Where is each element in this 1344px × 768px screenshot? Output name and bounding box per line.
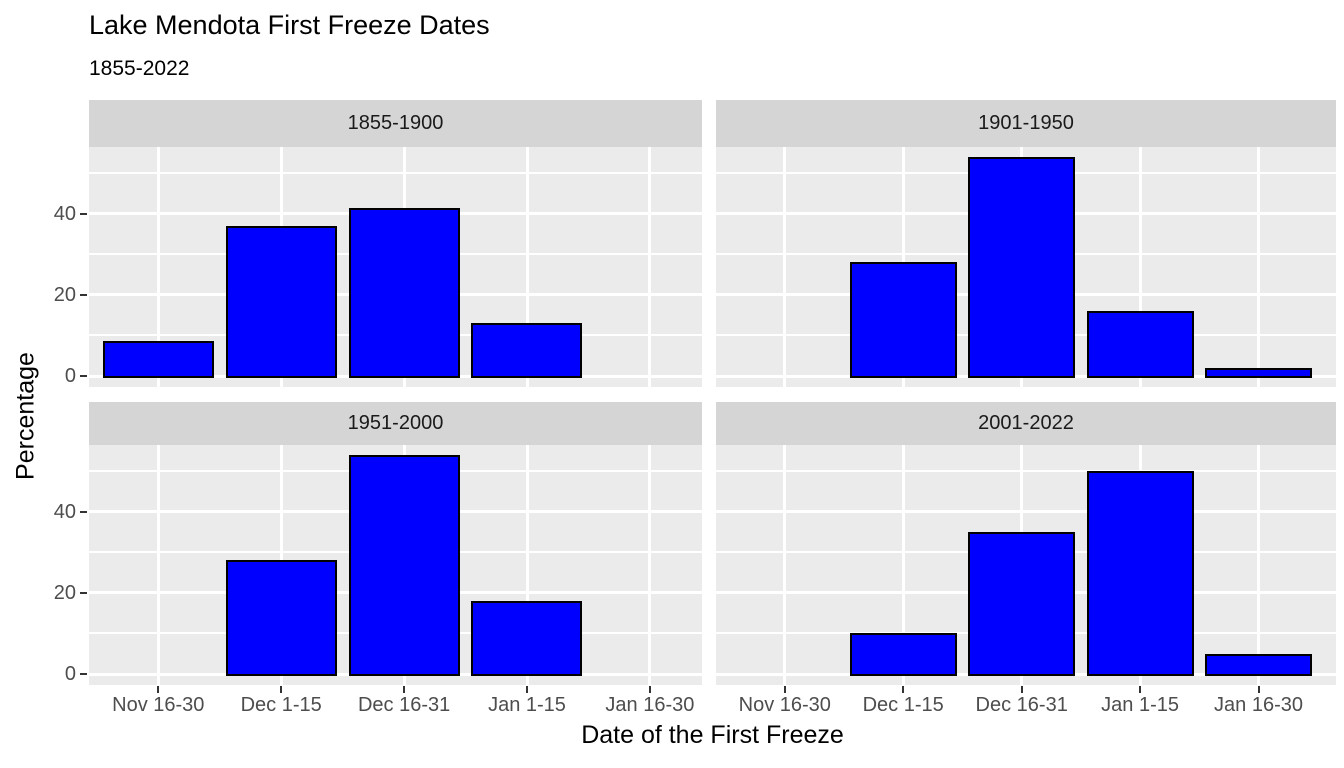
x-axis-tick xyxy=(902,686,905,693)
gridline-vertical xyxy=(783,445,787,685)
bar-1855-1900-Nov 16-30 xyxy=(103,341,214,378)
x-tick-label: Jan 1-15 xyxy=(1101,694,1180,716)
x-tick-label: Dec 1-15 xyxy=(862,694,944,716)
gridline-vertical xyxy=(648,445,652,685)
x-axis-tick xyxy=(157,686,160,693)
bar-1855-1900-Jan 1-15 xyxy=(471,323,582,378)
x-axis-tick xyxy=(403,686,406,693)
x-axis-tick xyxy=(1257,686,1260,693)
bar-1951-2000-Dec 1-15 xyxy=(226,560,337,676)
gridline-minor-horizontal xyxy=(716,470,1336,472)
gridline-major-horizontal xyxy=(716,510,1336,514)
y-tick-label: 40 xyxy=(53,500,76,523)
bar-1855-1900-Dec 16-31 xyxy=(349,208,460,378)
x-tick-label: Dec 1-15 xyxy=(240,694,322,716)
gridline-vertical xyxy=(525,147,529,387)
facet-strip-label: 1951-2000 xyxy=(347,412,444,434)
bar-2001-2022-Dec 16-31 xyxy=(968,532,1075,676)
y-axis-tick xyxy=(80,212,87,215)
bar-2001-2022-Dec 1-15 xyxy=(850,633,957,676)
bar-1901-1950-Dec 1-15 xyxy=(850,262,957,378)
plot-title: Lake Mendota First Freeze Dates xyxy=(89,10,490,40)
y-axis-tick xyxy=(80,673,87,675)
x-axis-tick xyxy=(648,686,651,693)
x-tick-label: Nov 16-30 xyxy=(112,694,205,716)
gridline-minor-horizontal xyxy=(89,172,702,174)
facet-panel xyxy=(716,445,1336,685)
gridline-vertical xyxy=(1138,147,1142,387)
facet-strip-label: 1901-1950 xyxy=(978,112,1074,134)
gridline-vertical xyxy=(156,445,160,685)
gridline-vertical xyxy=(525,445,529,685)
x-tick-label: Nov 16-30 xyxy=(738,694,831,716)
x-axis-tick xyxy=(280,686,283,693)
bar-1855-1900-Dec 1-15 xyxy=(226,226,337,378)
facet-panel xyxy=(89,445,702,685)
x-axis-tick xyxy=(526,686,528,693)
bar-1951-2000-Jan 1-15 xyxy=(471,601,582,676)
gridline-vertical xyxy=(156,147,160,387)
bar-1901-1950-Dec 16-31 xyxy=(968,157,1075,378)
y-tick-label: 20 xyxy=(53,283,76,306)
bar-2001-2022-Jan 1-15 xyxy=(1087,471,1194,676)
gridline-vertical xyxy=(1257,445,1260,685)
x-axis-tick xyxy=(783,686,786,693)
x-tick-label: Jan 1-15 xyxy=(488,694,566,716)
bar-1901-1950-Jan 1-15 xyxy=(1087,311,1194,378)
y-axis-tick xyxy=(80,591,87,594)
y-tick-label: 20 xyxy=(53,581,76,604)
gridline-vertical xyxy=(1257,147,1260,387)
y-axis-tick xyxy=(80,375,87,377)
facet-panel xyxy=(89,147,702,387)
facet-strip-label: 2001-2022 xyxy=(978,412,1074,434)
x-tick-label: Dec 16-31 xyxy=(357,694,451,716)
facet-strip: 1855-1900 xyxy=(89,100,702,147)
gridline-vertical xyxy=(783,147,787,387)
y-axis-tick xyxy=(80,293,87,296)
y-tick-label: 40 xyxy=(53,202,76,225)
facet-strip: 1951-2000 xyxy=(89,402,702,445)
x-tick-label: Jan 16-30 xyxy=(1214,694,1303,716)
bar-1951-2000-Dec 16-31 xyxy=(349,455,460,676)
facet-strip: 2001-2022 xyxy=(716,402,1336,445)
y-tick-label: 0 xyxy=(64,663,76,685)
y-tick-label: 0 xyxy=(64,365,76,387)
x-tick-label: Dec 16-31 xyxy=(975,694,1068,716)
x-axis-tick xyxy=(1139,686,1142,693)
x-axis-title: Date of the First Freeze xyxy=(581,721,844,749)
x-tick-label: Jan 16-30 xyxy=(605,694,695,716)
x-axis-tick xyxy=(1020,686,1023,693)
facet-panel xyxy=(716,147,1336,387)
gridline-vertical xyxy=(901,445,905,685)
facet-strip: 1901-1950 xyxy=(716,100,1336,147)
facet-strip-label: 1855-1900 xyxy=(347,112,444,134)
y-axis-tick xyxy=(80,510,87,513)
gridline-vertical xyxy=(648,147,652,387)
bar-2001-2022-Jan 16-30 xyxy=(1205,654,1312,676)
plot-subtitle: 1855-2022 xyxy=(89,57,190,80)
bar-1901-1950-Jan 16-30 xyxy=(1205,368,1312,378)
